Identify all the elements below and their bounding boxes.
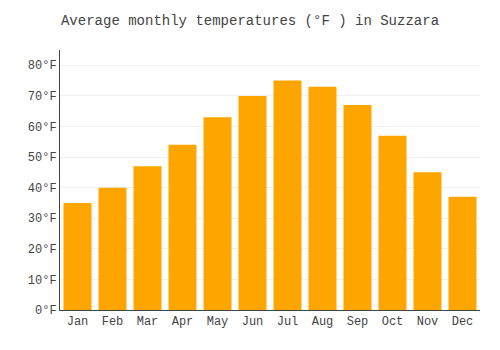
svg-text:Oct: Oct xyxy=(382,315,404,329)
svg-text:Apr: Apr xyxy=(172,315,194,329)
svg-text:30°F: 30°F xyxy=(28,212,57,226)
svg-text:0°F: 0°F xyxy=(35,304,57,318)
svg-text:Dec: Dec xyxy=(452,315,474,329)
svg-text:10°F: 10°F xyxy=(28,274,57,288)
svg-text:Jul: Jul xyxy=(277,315,299,329)
svg-text:Feb: Feb xyxy=(102,315,124,329)
svg-text:50°F: 50°F xyxy=(28,151,57,165)
svg-text:May: May xyxy=(207,315,229,329)
svg-text:Jan: Jan xyxy=(67,315,89,329)
svg-text:Average monthly temperatures (: Average monthly temperatures (°F ) in Su… xyxy=(61,13,439,29)
svg-text:60°F: 60°F xyxy=(28,121,57,135)
svg-text:40°F: 40°F xyxy=(28,182,57,196)
svg-text:Nov: Nov xyxy=(417,315,439,329)
svg-text:20°F: 20°F xyxy=(28,243,57,257)
svg-text:Mar: Mar xyxy=(137,315,159,329)
svg-text:Jun: Jun xyxy=(242,315,264,329)
svg-text:70°F: 70°F xyxy=(28,90,57,104)
svg-text:80°F: 80°F xyxy=(28,59,57,73)
svg-text:Aug: Aug xyxy=(312,315,334,329)
svg-text:Sep: Sep xyxy=(347,315,369,329)
